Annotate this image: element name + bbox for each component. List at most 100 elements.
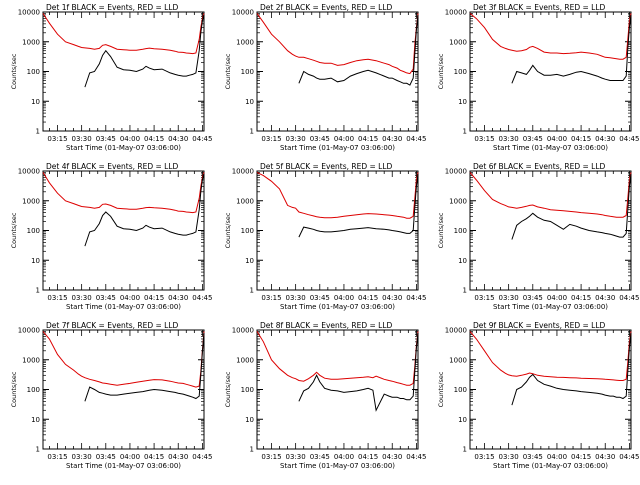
x-tick-label: 04:15 xyxy=(144,294,164,302)
series-line-red xyxy=(469,172,632,218)
series-line-red xyxy=(256,331,419,386)
x-tick-label: 04:00 xyxy=(547,135,567,143)
y-axis-label: Counts/sec xyxy=(437,212,445,248)
x-tick-label: 04:15 xyxy=(144,453,164,461)
y-tick-label: 10000 xyxy=(445,168,467,176)
chart-panel-2: Det 2f BLACK = Events, RED = LLD Counts/s… xyxy=(224,3,426,152)
series-line-black xyxy=(298,14,419,86)
x-tick-label: 04:00 xyxy=(334,294,354,302)
x-tick-label: 04:30 xyxy=(595,453,615,461)
y-tick-label: 10 xyxy=(245,257,254,265)
chart-panel-7: Det 7f BLACK = Events, RED = LLD Counts/s… xyxy=(10,321,212,470)
x-tick-label: 03:45 xyxy=(310,453,330,461)
x-tick-label: 03:45 xyxy=(96,453,116,461)
y-tick-label: 10000 xyxy=(232,327,254,335)
chart-title: Det 5f BLACK = Events, RED = LLD xyxy=(260,162,393,171)
y-tick-label: 10000 xyxy=(445,327,467,335)
plot-frame xyxy=(42,329,205,450)
y-axis-label: Counts/sec xyxy=(224,371,232,407)
x-axis-label: Start Time (01-May-07 03:06:00) xyxy=(493,144,608,152)
x-axis-label: Start Time (01-May-07 03:06:00) xyxy=(493,462,608,470)
series-line-black xyxy=(84,332,205,402)
y-tick-label: 1 xyxy=(250,446,254,454)
plot-frame xyxy=(42,11,205,132)
y-tick-label: 1000 xyxy=(449,197,467,205)
y-tick-label: 1000 xyxy=(449,38,467,46)
series-line-black xyxy=(511,173,632,240)
x-tick-label: 04:45 xyxy=(406,135,426,143)
x-tick-label: 04:00 xyxy=(547,294,567,302)
y-tick-label: 10 xyxy=(31,98,40,106)
y-tick-label: 1 xyxy=(250,128,254,136)
x-tick-label: 04:45 xyxy=(619,453,639,461)
x-tick-label: 04:45 xyxy=(192,135,212,143)
chart-title: Det 7f BLACK = Events, RED = LLD xyxy=(46,321,179,330)
x-tick-label: 04:15 xyxy=(358,453,378,461)
plot-frame xyxy=(42,170,205,291)
x-tick-label: 03:45 xyxy=(310,135,330,143)
y-tick-label: 100 xyxy=(241,68,254,76)
y-tick-label: 1 xyxy=(36,446,40,454)
x-axis-label: Start Time (01-May-07 03:06:00) xyxy=(66,462,181,470)
x-tick-label: 03:15 xyxy=(261,294,281,302)
y-axis-label: Counts/sec xyxy=(10,371,18,407)
series-line-black xyxy=(298,173,419,238)
y-tick-label: 10 xyxy=(31,257,40,265)
x-tick-label: 04:30 xyxy=(168,294,188,302)
x-tick-label: 03:30 xyxy=(286,135,306,143)
y-tick-label: 100 xyxy=(27,386,40,394)
y-tick-label: 1 xyxy=(250,287,254,295)
y-tick-label: 1 xyxy=(36,128,40,136)
x-axis-label: Start Time (01-May-07 03:06:00) xyxy=(493,303,608,311)
y-tick-label: 1 xyxy=(463,128,467,136)
y-tick-label: 10000 xyxy=(18,9,40,17)
plot-frame xyxy=(469,329,632,450)
x-tick-label: 03:45 xyxy=(523,135,543,143)
series-line-red xyxy=(42,13,205,55)
chart-title: Det 1f BLACK = Events, RED = LLD xyxy=(46,3,179,12)
x-tick-label: 03:15 xyxy=(474,294,494,302)
x-axis-label: Start Time (01-May-07 03:06:00) xyxy=(280,303,395,311)
x-tick-label: 03:30 xyxy=(286,453,306,461)
series-line-red xyxy=(469,331,632,381)
y-tick-label: 100 xyxy=(454,386,467,394)
y-tick-label: 10000 xyxy=(232,168,254,176)
y-tick-label: 1000 xyxy=(449,356,467,364)
x-tick-label: 03:15 xyxy=(261,135,281,143)
x-tick-label: 04:00 xyxy=(547,453,567,461)
x-tick-label: 03:30 xyxy=(72,135,92,143)
x-tick-label: 03:30 xyxy=(499,294,519,302)
x-tick-label: 04:15 xyxy=(571,453,591,461)
x-tick-label: 03:30 xyxy=(72,294,92,302)
x-tick-label: 03:15 xyxy=(47,135,67,143)
y-tick-label: 100 xyxy=(454,227,467,235)
x-tick-label: 04:15 xyxy=(571,294,591,302)
x-tick-label: 04:30 xyxy=(382,453,402,461)
chart-panel-1: Det 1f BLACK = Events, RED = LLD Counts/s… xyxy=(10,3,212,152)
x-tick-label: 04:00 xyxy=(120,453,140,461)
y-tick-label: 1000 xyxy=(236,356,254,364)
series-line-black xyxy=(84,173,205,247)
x-tick-label: 04:30 xyxy=(595,294,615,302)
series-line-black xyxy=(84,14,205,88)
chart-panel-4: Det 4f BLACK = Events, RED = LLD Counts/s… xyxy=(10,162,212,311)
series-line-black xyxy=(511,14,632,84)
chart-title: Det 4f BLACK = Events, RED = LLD xyxy=(46,162,179,171)
y-tick-label: 100 xyxy=(241,386,254,394)
x-tick-label: 04:30 xyxy=(595,135,615,143)
x-tick-label: 03:15 xyxy=(474,453,494,461)
y-tick-label: 1 xyxy=(463,446,467,454)
y-tick-label: 1000 xyxy=(22,197,40,205)
x-tick-label: 04:45 xyxy=(619,135,639,143)
plot-frame xyxy=(256,329,419,450)
y-tick-label: 100 xyxy=(27,68,40,76)
x-tick-label: 04:00 xyxy=(120,294,140,302)
x-tick-label: 03:45 xyxy=(523,453,543,461)
plot-frame xyxy=(469,170,632,291)
y-tick-label: 1000 xyxy=(22,38,40,46)
x-axis-label: Start Time (01-May-07 03:06:00) xyxy=(66,303,181,311)
plot-frame xyxy=(469,11,632,132)
y-tick-label: 10000 xyxy=(18,327,40,335)
x-tick-label: 04:45 xyxy=(406,294,426,302)
